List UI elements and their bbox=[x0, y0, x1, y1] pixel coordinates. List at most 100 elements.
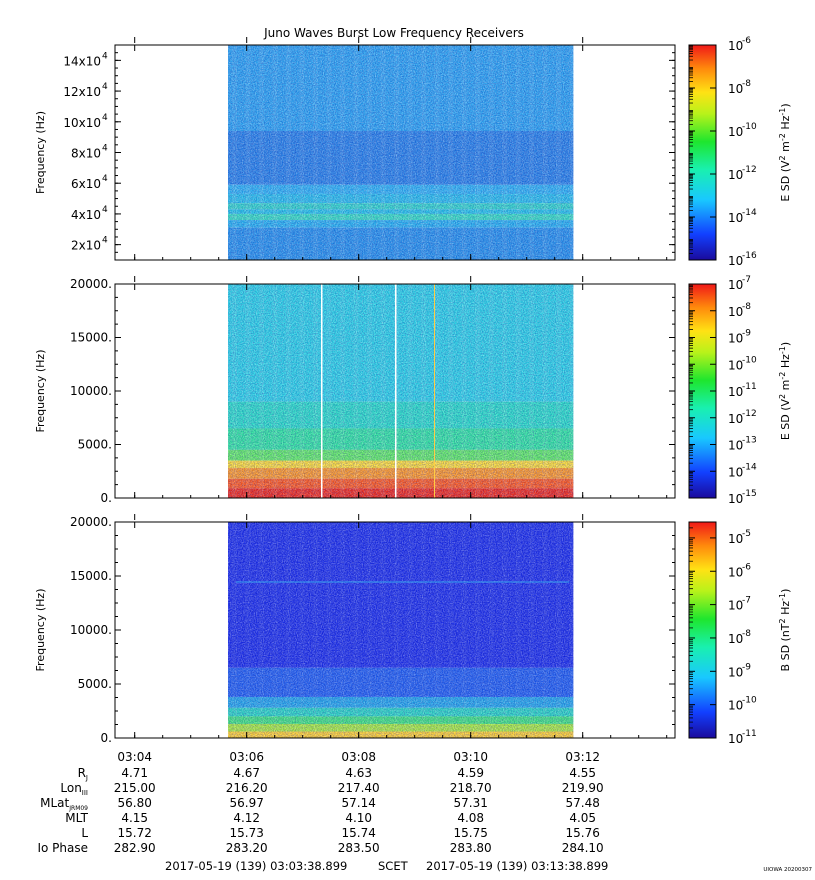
credit-label: UIOWA 20200307 bbox=[763, 867, 812, 873]
y-tick-exponent: 4 bbox=[102, 82, 108, 92]
colorbar-tick-label: 10 bbox=[728, 699, 743, 713]
y-tick-label: 10x10 bbox=[63, 116, 101, 130]
colorbar-tick-exponent: -13 bbox=[742, 436, 757, 446]
ephemeris-label: LonIII bbox=[60, 781, 88, 797]
ephemeris-value: 56.80 bbox=[118, 796, 152, 810]
y-axis-label: Frequency (Hz) bbox=[34, 350, 47, 433]
colorbar-gradient bbox=[688, 44, 717, 261]
colorbar-tick-exponent: -16 bbox=[742, 251, 757, 261]
colorbar-tick-label: 10 bbox=[728, 632, 743, 646]
colorbar-2: 10-710-810-910-1010-1110-1210-1310-1410-… bbox=[688, 275, 792, 506]
ephemeris-value: 4.08 bbox=[457, 811, 484, 825]
ephemeris-value: 216.20 bbox=[226, 781, 268, 795]
y-tick-label: 0. bbox=[101, 731, 112, 745]
colorbar-tick-label: 10 bbox=[728, 565, 743, 579]
y-tick-exponent: 4 bbox=[102, 205, 108, 215]
colorbar-tick-label: 10 bbox=[728, 465, 743, 479]
x-tick-label: 03:12 bbox=[565, 750, 600, 764]
ephemeris-value: 15.72 bbox=[118, 826, 152, 840]
spectrogram-panel-3 bbox=[228, 522, 575, 738]
ephemeris-value: 4.55 bbox=[569, 766, 596, 780]
y-tick-exponent: 4 bbox=[102, 236, 108, 246]
spectrogram-tone-line bbox=[236, 581, 570, 583]
spectrogram-noise bbox=[228, 522, 574, 738]
ephemeris-value: 283.20 bbox=[226, 841, 268, 855]
y-tick-label: 8x10 bbox=[71, 147, 101, 161]
y-tick-label: 14x10 bbox=[63, 54, 101, 68]
colorbar-tick-label: 10 bbox=[728, 168, 743, 182]
colorbar-tick-exponent: -9 bbox=[742, 662, 751, 672]
ephemeris-label: RJ bbox=[78, 766, 88, 782]
colorbar-tick-exponent: -6 bbox=[742, 562, 751, 572]
colorbar-tick-exponent: -10 bbox=[742, 355, 757, 365]
ephemeris-value: 284.10 bbox=[562, 841, 604, 855]
colorbar-tick-label: 10 bbox=[728, 332, 743, 346]
y-tick-exponent: 4 bbox=[102, 174, 108, 184]
ephemeris-value: 4.67 bbox=[233, 766, 260, 780]
x-tick-label: 03:04 bbox=[117, 750, 152, 764]
x-tick-label: 03:08 bbox=[341, 750, 376, 764]
ephemeris-value: 283.50 bbox=[338, 841, 380, 855]
colorbar-tick-label: 10 bbox=[728, 492, 743, 506]
spectrogram-spike-line bbox=[321, 284, 323, 498]
colorbar-tick-label: 10 bbox=[728, 599, 743, 613]
spectrogram-spike-line bbox=[434, 284, 435, 498]
ephemeris-value: 4.12 bbox=[233, 811, 260, 825]
colorbar-tick-exponent: -12 bbox=[742, 409, 757, 419]
colorbar-tick-exponent: -8 bbox=[742, 79, 751, 89]
colorbar-tick-exponent: -6 bbox=[742, 36, 751, 46]
panel-2: 0. 5000. 10000. 15000. 20000. Frequency (Hz) bbox=[34, 276, 676, 505]
colorbar-tick-label: 10 bbox=[728, 439, 743, 453]
colorbar-tick-exponent: -10 bbox=[742, 696, 757, 706]
colorbar-tick-label: 10 bbox=[728, 125, 743, 139]
y-axis-label: Frequency (Hz) bbox=[34, 589, 47, 672]
colorbar-tick-exponent: -7 bbox=[742, 596, 751, 606]
y-tick-label: 5000. bbox=[78, 677, 112, 691]
ephemeris-value: 4.71 bbox=[121, 766, 148, 780]
y-tick-label: 10000. bbox=[70, 623, 112, 637]
y-tick-label: 2x10 bbox=[71, 239, 101, 253]
ephemeris-value: 282.90 bbox=[114, 841, 156, 855]
ephemeris-value: 4.15 bbox=[121, 811, 148, 825]
panel-3: 0. 5000. 10000. 15000. 20000. Frequency (Hz) bbox=[34, 514, 676, 745]
colorbar-tick-exponent: -8 bbox=[742, 302, 751, 312]
colorbar-tick-label: 10 bbox=[728, 211, 743, 225]
x-tick-label: 03:06 bbox=[229, 750, 264, 764]
colorbar-tick-exponent: -11 bbox=[742, 382, 757, 392]
ephemeris-value: 219.90 bbox=[562, 781, 604, 795]
spectrogram-spike-line bbox=[395, 284, 397, 498]
colorbar-gradient bbox=[688, 521, 717, 739]
ephemeris-row: LonIII 215.00 216.20 217.40 218.70 219.90 bbox=[60, 781, 603, 797]
ephemeris-row: Io Phase 282.90 283.20 283.50 283.80 284.10 bbox=[37, 841, 603, 855]
ephemeris-value: 15.73 bbox=[230, 826, 264, 840]
colorbar-label: E SD (V2 m-2 Hz-1) bbox=[778, 103, 793, 201]
footer-scet-label: SCET bbox=[378, 859, 409, 873]
ephemeris-value: 57.14 bbox=[342, 796, 376, 810]
ephemeris-label: Io Phase bbox=[37, 841, 88, 855]
ephemeris-label: MLatJRM09 bbox=[40, 796, 88, 812]
ephemeris-value: 218.70 bbox=[450, 781, 492, 795]
chart-title: Juno Waves Burst Low Frequency Receivers bbox=[263, 26, 524, 40]
y-tick-exponent: 4 bbox=[102, 51, 108, 61]
colorbar-tick-exponent: -7 bbox=[742, 275, 751, 285]
ephemeris-label: MLT bbox=[65, 811, 88, 825]
colorbar-tick-exponent: -15 bbox=[742, 489, 757, 499]
footer-end-time: 2017-05-19 (139) 03:13:38.899 bbox=[426, 859, 608, 873]
ephemeris-row: L 15.72 15.73 15.74 15.75 15.76 bbox=[81, 826, 600, 840]
ephemeris-value: 56.97 bbox=[230, 796, 264, 810]
colorbar-tick-label: 10 bbox=[728, 732, 743, 746]
colorbar-tick-label: 10 bbox=[728, 532, 743, 546]
colorbar-tick-label: 10 bbox=[728, 278, 743, 292]
ephemeris-value: 4.10 bbox=[345, 811, 372, 825]
ephemeris-value: 15.76 bbox=[566, 826, 600, 840]
spectrogram-noise bbox=[228, 45, 574, 260]
ephemeris-row: RJ 4.71 4.67 4.63 4.59 4.55 bbox=[78, 766, 596, 782]
colorbar-tick-label: 10 bbox=[728, 305, 743, 319]
colorbar-tick-exponent: -5 bbox=[742, 529, 751, 539]
ephemeris-label: L bbox=[81, 826, 88, 840]
ephemeris-value: 4.59 bbox=[457, 766, 484, 780]
colorbar-tick-label: 10 bbox=[728, 385, 743, 399]
colorbar-tick-exponent: -12 bbox=[742, 165, 757, 175]
footer-start-time: 2017-05-19 (139) 03:03:38.899 bbox=[165, 859, 347, 873]
